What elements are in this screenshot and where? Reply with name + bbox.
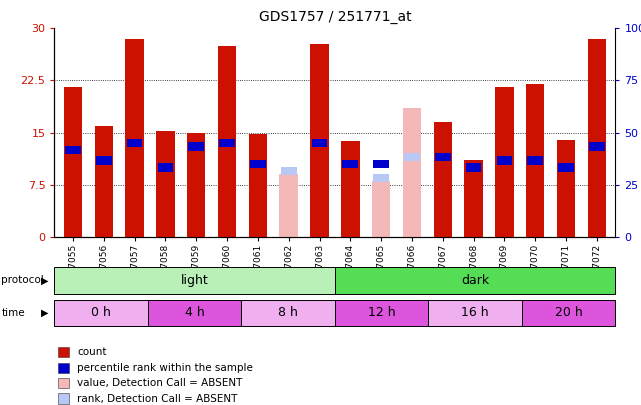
Bar: [404, 153, 420, 161]
Bar: [188, 143, 204, 151]
Bar: [341, 141, 360, 237]
Bar: [250, 160, 266, 168]
Bar: [373, 174, 389, 182]
Text: light: light: [181, 274, 208, 287]
Bar: [156, 131, 174, 237]
Text: 16 h: 16 h: [462, 306, 489, 320]
Bar: [404, 153, 420, 161]
Bar: [310, 44, 329, 237]
Text: 0 h: 0 h: [91, 306, 111, 320]
Bar: [335, 267, 615, 294]
Bar: [335, 300, 428, 326]
Bar: [158, 163, 173, 172]
Bar: [54, 267, 335, 294]
Bar: [95, 126, 113, 237]
Text: count: count: [77, 347, 106, 357]
Text: 12 h: 12 h: [368, 306, 395, 320]
Bar: [435, 153, 451, 161]
Text: ▶: ▶: [40, 308, 48, 318]
Bar: [281, 167, 297, 175]
Bar: [126, 39, 144, 237]
Bar: [557, 140, 575, 237]
Text: protocol: protocol: [1, 275, 44, 286]
Text: time: time: [1, 308, 25, 318]
Bar: [589, 143, 604, 151]
Bar: [588, 39, 606, 237]
Bar: [433, 122, 452, 237]
Text: dark: dark: [461, 274, 489, 287]
Bar: [464, 160, 483, 237]
Text: ▶: ▶: [40, 275, 48, 286]
Bar: [373, 160, 389, 168]
Bar: [242, 300, 335, 326]
Text: value, Detection Call = ABSENT: value, Detection Call = ABSENT: [77, 378, 242, 388]
Bar: [65, 146, 81, 154]
Text: 4 h: 4 h: [185, 306, 204, 320]
Bar: [372, 181, 390, 237]
Bar: [218, 46, 237, 237]
Bar: [312, 139, 328, 147]
Bar: [403, 108, 421, 237]
Text: rank, Detection Call = ABSENT: rank, Detection Call = ABSENT: [77, 394, 237, 403]
Bar: [96, 156, 112, 164]
Bar: [249, 134, 267, 237]
Bar: [522, 300, 615, 326]
Bar: [558, 163, 574, 172]
Text: 8 h: 8 h: [278, 306, 298, 320]
Bar: [219, 139, 235, 147]
Bar: [526, 84, 544, 237]
Bar: [466, 163, 481, 172]
Text: percentile rank within the sample: percentile rank within the sample: [77, 363, 253, 373]
Text: 20 h: 20 h: [554, 306, 583, 320]
Bar: [428, 300, 522, 326]
Bar: [54, 300, 148, 326]
Bar: [148, 300, 242, 326]
Bar: [279, 175, 298, 237]
Bar: [495, 87, 513, 237]
Bar: [187, 133, 206, 237]
Bar: [342, 160, 358, 168]
Text: GDS1757 / 251771_at: GDS1757 / 251771_at: [258, 10, 412, 24]
Bar: [127, 139, 142, 147]
Bar: [63, 87, 82, 237]
Bar: [497, 156, 512, 164]
Bar: [528, 156, 543, 164]
